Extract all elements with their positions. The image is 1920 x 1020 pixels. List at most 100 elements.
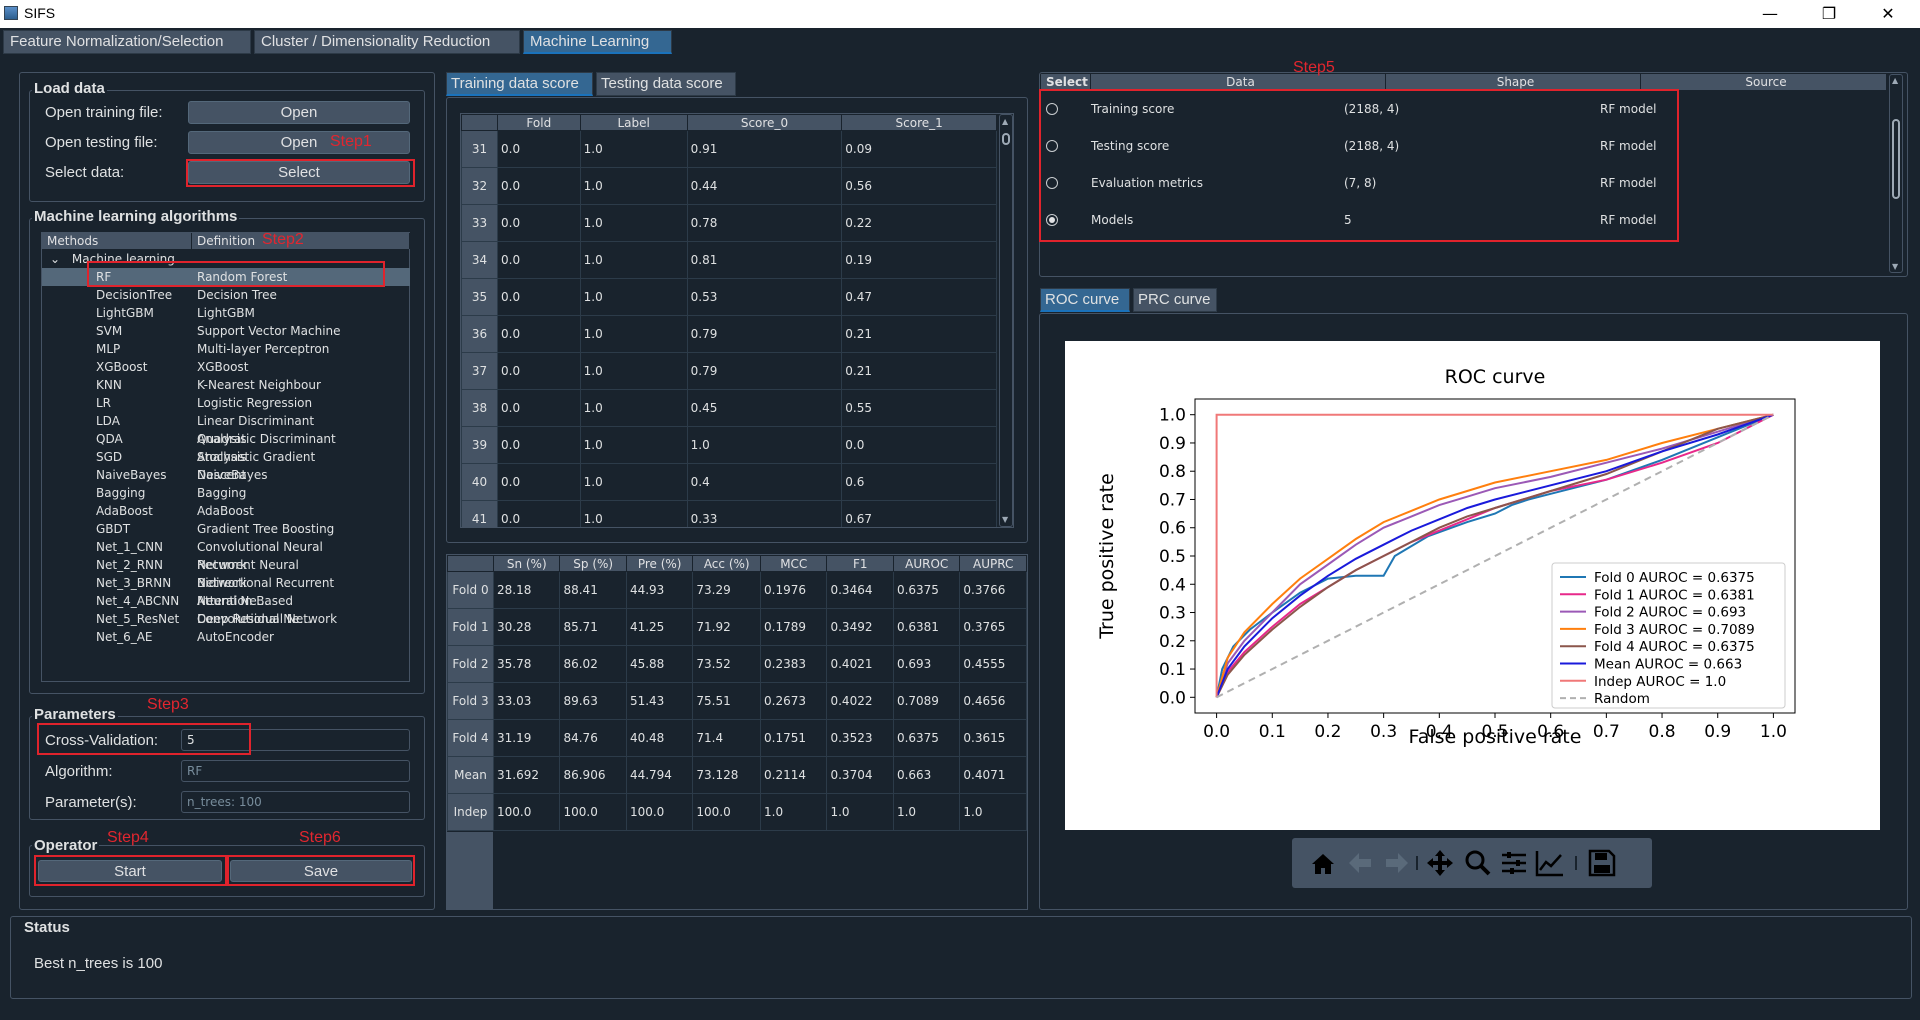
score-cell[interactable]: 0.47	[841, 278, 997, 316]
metrics-row-header[interactable]: Fold 3	[447, 682, 494, 720]
table-row[interactable]: 33 0.0 1.0 0.78 0.22	[461, 204, 997, 242]
metric-cell[interactable]: 100.0	[559, 793, 627, 831]
row-number[interactable]: 39	[461, 426, 498, 464]
table-row[interactable]: Indep 100.0 100.0 100.0 100.0 1.0 1.0 1.0 1.0	[447, 793, 1027, 831]
metric-cell[interactable]: 0.3492	[826, 608, 894, 646]
score-table-scrollbar[interactable]: ▲ ▼	[999, 114, 1013, 527]
tab-testing-data-score[interactable]: Testing data score	[596, 72, 736, 96]
row-number[interactable]: 35	[461, 278, 498, 316]
score-cell[interactable]: 0.0	[497, 426, 581, 464]
data-row[interactable]: Evaluation metrics (7, 8) RF model	[1041, 165, 1887, 202]
row-number[interactable]: 34	[461, 241, 498, 279]
score-cell[interactable]: 0.44	[686, 167, 843, 205]
metric-cell[interactable]: 84.76	[559, 719, 627, 757]
table-row[interactable]: 38 0.0 1.0 0.45 0.55	[461, 389, 997, 427]
score-cell[interactable]: 0.0	[497, 500, 581, 527]
metric-cell[interactable]: 0.7089	[892, 682, 961, 720]
score-cell[interactable]: 0.6	[841, 463, 997, 501]
algorithm-item-gbdt[interactable]: GBDT Gradient Tree Boosting	[42, 520, 342, 538]
algorithm-item-bagging[interactable]: Bagging Bagging	[42, 484, 342, 502]
tab-cluster-dimensionality[interactable]: Cluster / Dimensionality Reduction	[254, 30, 520, 54]
score-cell[interactable]: 1.0	[579, 426, 688, 464]
definition-column-header[interactable]: Definition	[192, 233, 410, 249]
metric-cell[interactable]: 0.2673	[760, 682, 828, 720]
select-column-header[interactable]: Select	[1041, 74, 1091, 90]
algorithm-item-naivebayes[interactable]: NaiveBayes NaiveBayes	[42, 466, 342, 484]
minimize-button[interactable]: —	[1762, 4, 1778, 23]
score-column-header[interactable]: Score_1	[841, 114, 997, 131]
metric-cell[interactable]: 0.1751	[760, 719, 828, 757]
score-cell[interactable]: 0.0	[497, 315, 581, 353]
score-cell[interactable]: 0.0	[497, 278, 581, 316]
metric-cell[interactable]: 0.4022	[826, 682, 894, 720]
table-row[interactable]: 37 0.0 1.0 0.79 0.21	[461, 352, 997, 390]
algorithm-item-rf[interactable]: RF Random Forest	[42, 268, 410, 286]
metrics-row-header[interactable]: Indep	[447, 793, 494, 831]
score-cell[interactable]: 1.0	[579, 463, 688, 501]
algorithm-item-mlp[interactable]: MLP Multi-layer Perceptron	[42, 340, 342, 358]
algorithm-item-net_6_ae[interactable]: Net_6_AE AutoEncoder	[42, 628, 342, 646]
algorithm-item-net_3_brnn[interactable]: Net_3_BRNN Bidirectional Recurrent Neural…	[42, 574, 342, 608]
select-radio[interactable]	[1046, 177, 1058, 189]
metric-cell[interactable]: 73.128	[692, 756, 762, 794]
score-cell[interactable]: 1.0	[579, 167, 688, 205]
score-cell[interactable]: 1.0	[579, 389, 688, 427]
metric-cell[interactable]: 85.71	[559, 608, 627, 646]
score-cell[interactable]: 0.19	[841, 241, 997, 279]
metric-cell[interactable]: 86.02	[559, 645, 627, 683]
algorithm-item-knn[interactable]: KNN K-Nearest Neighbour	[42, 376, 342, 394]
algorithm-item-net_4_abcnn[interactable]: Net_4_ABCNN Attention Based Convolutional…	[42, 592, 342, 626]
row-number[interactable]: 37	[461, 352, 498, 390]
algorithm-item-svm[interactable]: SVM Support Vector Machine	[42, 322, 342, 340]
data-row[interactable]: Testing score (2188, 4) RF model	[1041, 128, 1887, 165]
metric-cell[interactable]: 89.63	[559, 682, 627, 720]
metric-cell[interactable]: 0.1789	[760, 608, 828, 646]
metrics-row-header[interactable]: Fold 0	[447, 571, 494, 609]
score-cell[interactable]: 0.79	[686, 352, 843, 390]
metrics-column-header[interactable]: Sp (%)	[559, 555, 627, 572]
metric-cell[interactable]: 100.0	[692, 793, 762, 831]
algorithm-item-net_2_rnn[interactable]: Net_2_RNN Recurrent Neural Network	[42, 556, 342, 590]
tab-prc-curve[interactable]: PRC curve	[1133, 288, 1217, 312]
metric-cell[interactable]: 35.78	[492, 645, 561, 683]
metric-cell[interactable]: 0.663	[892, 756, 961, 794]
data-row[interactable]: Models 5 RF model	[1041, 202, 1887, 239]
metric-cell[interactable]: 75.51	[692, 682, 762, 720]
score-cell[interactable]: 1.0	[579, 130, 688, 168]
metrics-column-header[interactable]: Pre (%)	[625, 555, 694, 572]
score-cell[interactable]: 0.0	[497, 352, 581, 390]
metric-cell[interactable]: 0.693	[892, 645, 961, 683]
row-number[interactable]: 33	[461, 204, 498, 242]
tab-roc-curve[interactable]: ROC curve	[1040, 288, 1130, 312]
cross-validation-input[interactable]: 5	[181, 729, 410, 751]
table-row[interactable]: 35 0.0 1.0 0.53 0.47	[461, 278, 997, 316]
algorithm-tree[interactable]: Methods Definition ⌄ Machine learning ..…	[41, 232, 410, 682]
methods-column-header[interactable]: Methods	[42, 233, 192, 249]
metric-cell[interactable]: 0.3766	[959, 571, 1027, 609]
select-radio[interactable]	[1046, 140, 1058, 152]
select-radio[interactable]	[1046, 103, 1058, 115]
metric-cell[interactable]: 0.6375	[892, 571, 961, 609]
score-cell[interactable]: 1.0	[579, 204, 688, 242]
score-cell[interactable]: 0.0	[497, 204, 581, 242]
score-cell[interactable]: 1.0	[579, 315, 688, 353]
score-cell[interactable]: 0.0	[841, 426, 997, 464]
open-training-button[interactable]: Open	[188, 101, 410, 124]
metrics-column-header[interactable]: Sn (%)	[492, 555, 561, 572]
metric-cell[interactable]: 0.4021	[826, 645, 894, 683]
metric-cell[interactable]: 28.18	[492, 571, 561, 609]
configure-subplots-icon[interactable]	[1502, 852, 1526, 874]
home-icon[interactable]	[1312, 854, 1334, 874]
score-cell[interactable]: 0.67	[841, 500, 997, 527]
score-cell[interactable]: 0.0	[497, 167, 581, 205]
scroll-down-icon[interactable]: ▼	[1002, 515, 1009, 524]
save-button[interactable]: Save	[230, 860, 412, 882]
score-cell[interactable]: 1.0	[579, 241, 688, 279]
score-cell[interactable]: 0.0	[497, 389, 581, 427]
score-cell[interactable]: 0.22	[841, 204, 997, 242]
metrics-column-header[interactable]: Acc (%)	[692, 555, 762, 572]
edit-axis-icon[interactable]	[1535, 851, 1563, 877]
algorithm-item-qda[interactable]: QDA Quadratic Discriminant Analysis	[42, 430, 342, 464]
metric-cell[interactable]: 45.88	[625, 645, 694, 683]
score-cell[interactable]: 0.78	[686, 204, 843, 242]
